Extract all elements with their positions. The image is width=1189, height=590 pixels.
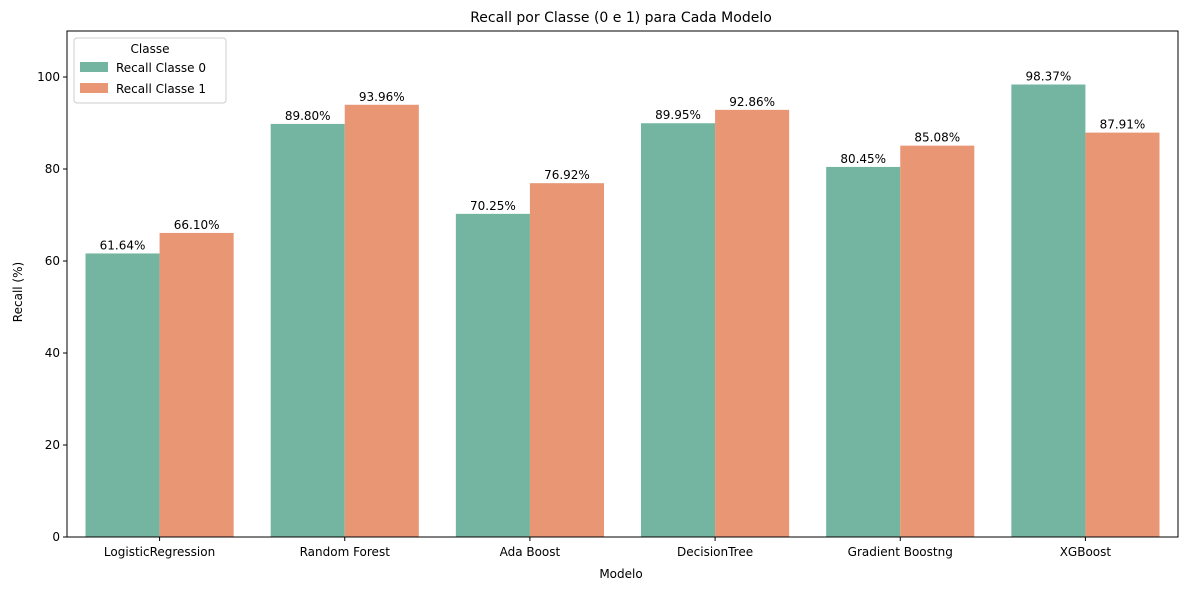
bar-series0-3 (641, 123, 716, 537)
plot-area: 61.64% 89.80% 70.25% 89.95% 80.45% 98.37% 66.1… (37, 30, 1179, 559)
bar-series1-4 (900, 145, 975, 537)
x-tick-label-1: Random Forest (300, 545, 391, 559)
data-label-series1-0: 66.10% (174, 218, 220, 232)
data-label-series1-3: 92.86% (729, 95, 775, 109)
y-tick-label-60: 60 (45, 254, 60, 268)
bar-series0-4 (826, 166, 901, 537)
legend-box (73, 37, 227, 104)
data-label-series0-0: 61.64% (100, 238, 146, 252)
legend-swatch-1 (80, 83, 108, 93)
legend-title: Classe (131, 42, 170, 56)
y-tick-label-80: 80 (45, 162, 60, 176)
bar-series0-0 (85, 253, 160, 537)
bar-series1-0 (159, 232, 234, 537)
data-label-series1-4: 85.08% (914, 131, 960, 145)
legend: Classe Recall Classe 0 Recall Classe 1 (73, 37, 227, 104)
x-tick-label-3: DecisionTree (677, 545, 753, 559)
y-tick-label-20: 20 (45, 438, 60, 452)
data-label-series1-1: 93.96% (359, 90, 405, 104)
bar-series0-2 (455, 213, 530, 537)
bar-series1-1 (344, 104, 419, 537)
chart-title: Recall por Classe (0 e 1) para Cada Mode… (470, 10, 772, 26)
data-label-series0-4: 80.45% (840, 152, 886, 166)
y-axis-label: Recall (%) (11, 262, 25, 322)
x-tick-label-4: Gradient Boostng (848, 545, 953, 559)
x-tick-label-5: XGBoost (1060, 545, 1112, 559)
x-tick-label-0: LogisticRegression (104, 545, 215, 559)
legend-label-1: Recall Classe 1 (116, 82, 206, 96)
data-label-series0-1: 89.80% (285, 109, 331, 123)
data-label-series0-2: 70.25% (470, 199, 516, 213)
legend-label-0: Recall Classe 0 (116, 61, 206, 75)
x-axis-label: Modelo (599, 567, 642, 581)
bar-series0-1 (270, 123, 345, 538)
bar-series1-5 (1085, 132, 1160, 538)
data-label-series0-3: 89.95% (655, 108, 701, 122)
x-tick-label-2: Ada Boost (500, 545, 561, 559)
data-label-series1-2: 76.92% (544, 168, 590, 182)
bar-series1-2 (529, 183, 604, 538)
data-label-series0-5: 98.37% (1025, 70, 1071, 84)
y-tick-label-0: 0 (52, 530, 60, 544)
bar-series1-3 (715, 109, 790, 537)
data-label-series1-5: 87.91% (1100, 118, 1146, 132)
axes-frame (66, 30, 1179, 538)
y-tick-label-100: 100 (37, 70, 60, 84)
y-tick-label-40: 40 (45, 346, 60, 360)
bar-series0-5 (1011, 84, 1086, 537)
legend-swatch-0 (80, 62, 108, 72)
